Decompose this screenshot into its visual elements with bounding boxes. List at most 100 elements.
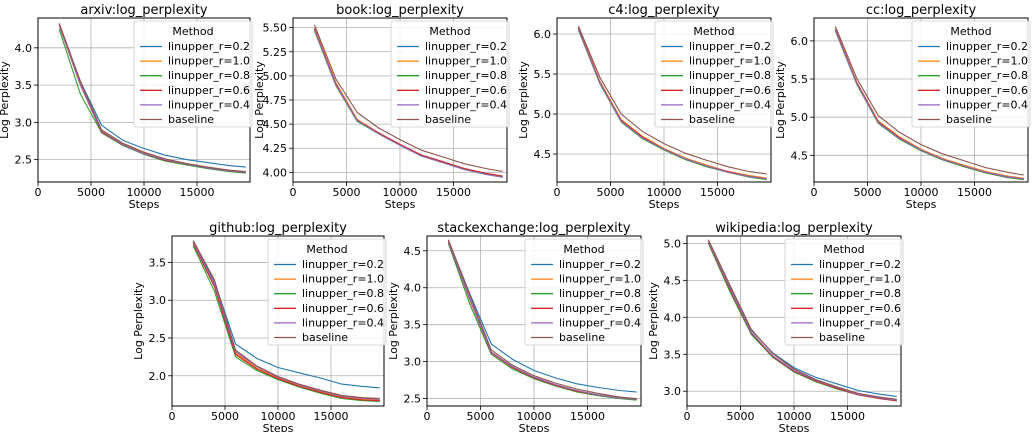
y-tick-label: 5.25 <box>263 46 288 59</box>
series-group <box>192 240 380 403</box>
x-tick-label: 5000 <box>333 186 361 199</box>
x-tick-label: 15000 <box>314 410 349 423</box>
legend-entry-label: linupper_r=0.4 <box>559 316 641 329</box>
y-tick-label: 4.25 <box>263 142 288 155</box>
series-line-5 <box>58 23 246 173</box>
legend-title: Method <box>429 25 470 38</box>
y-tick-label: 2.5 <box>404 393 422 406</box>
chart-title: wikipedia:log_perplexity <box>715 221 873 236</box>
x-tick-label: 5000 <box>727 410 755 423</box>
legend-entry-label: linupper_r=0.4 <box>819 316 901 329</box>
x-tick-label: 0 <box>811 186 818 199</box>
legend-entry-label: linupper_r=0.6 <box>946 84 1028 97</box>
legend-entry-label: linupper_r=0.4 <box>689 98 771 111</box>
legend-title: Method <box>950 25 991 38</box>
legend-entry-label: linupper_r=1.0 <box>946 55 1028 68</box>
legend: Method linupper_r=0.2 linupper_r=1.0linupp… <box>524 238 644 346</box>
series-line-4 <box>313 29 503 178</box>
legend-entry-label: linupper_r=0.8 <box>168 69 250 82</box>
y-axis-label: Log Perplexity <box>517 61 530 139</box>
legend-entry-label: linupper_r=0.8 <box>946 69 1028 82</box>
legend: Method linupper_r=0.2 linupper_r=1.0linupp… <box>911 20 1031 128</box>
legend-entry-label: linupper_r=0.2 <box>559 258 641 271</box>
x-tick-label: 0 <box>169 410 176 423</box>
x-tick-label: 15000 <box>957 186 992 199</box>
chart-title: cc:log_perplexity <box>866 3 977 18</box>
legend-box <box>911 20 1031 128</box>
y-tick-label: 5.5 <box>534 68 552 81</box>
series-line-4 <box>58 24 246 173</box>
y-tick-label: 5.50 <box>263 22 288 35</box>
y-tick-label: 5.00 <box>263 70 288 83</box>
legend-entry-label: linupper_r=1.0 <box>168 55 250 68</box>
legend-entry-label: linupper_r=0.2 <box>302 258 384 271</box>
legend-entry-label: linupper_r=0.8 <box>819 287 901 300</box>
legend: Method linupper_r=0.2 linupper_r=1.0linupp… <box>390 20 510 128</box>
x-axis-label: Steps <box>906 198 937 211</box>
chart-title: book:log_perplexity <box>336 3 464 18</box>
y-tick-label: 3.5 <box>149 256 167 269</box>
y-axis-label: Log Perplexity <box>774 61 787 139</box>
x-axis-label: Steps <box>385 198 416 211</box>
y-tick-label: 5.0 <box>791 111 809 124</box>
legend: Method linupper_r=0.2 linupper_r=1.0linupp… <box>784 238 904 346</box>
y-tick-label: 3.5 <box>15 79 33 92</box>
legend-entry-label: linupper_r=0.4 <box>946 98 1028 111</box>
legend-box <box>784 238 904 346</box>
legend-entry-label: baseline <box>946 113 992 126</box>
series-group <box>313 24 503 178</box>
x-tick-label: 10000 <box>127 186 162 199</box>
y-axis-label: Log Perplexity <box>253 61 266 139</box>
series-line-5 <box>577 25 767 175</box>
legend-entry-label: linupper_r=0.6 <box>559 302 641 315</box>
series-group <box>834 26 1024 181</box>
series-line-4 <box>577 28 767 180</box>
chart-panel-1: 0 5000 10000 15000 4.00 4.25 4.50 4.75 5.00 5.25 5… <box>253 3 510 211</box>
legend: Method linupper_r=0.2 linupper_r=1.0linupp… <box>267 238 387 346</box>
legend-entry-label: linupper_r=0.2 <box>689 40 771 53</box>
legend-title: Method <box>823 243 864 256</box>
y-tick-label: 4.5 <box>404 245 422 258</box>
legend-entry-label: linupper_r=1.0 <box>819 273 901 286</box>
y-tick-label: 3.0 <box>15 116 33 129</box>
x-axis-label: Steps <box>779 422 810 432</box>
chart-panel-6: 0 5000 10000 15000 3.0 3.5 4.0 4.5 5.0 wikipedia:… <box>647 221 904 432</box>
legend-entry-label: linupper_r=1.0 <box>559 273 641 286</box>
series-group <box>577 25 767 181</box>
y-tick-label: 5.0 <box>664 237 682 250</box>
legend-entry-label: baseline <box>425 113 471 126</box>
y-tick-label: 4.5 <box>534 148 552 161</box>
legend-entry-label: linupper_r=0.4 <box>168 98 250 111</box>
x-tick-label: 5000 <box>77 186 105 199</box>
x-tick-label: 10000 <box>777 410 812 423</box>
legend-entry-label: linupper_r=0.4 <box>425 98 507 111</box>
y-tick-label: 3.0 <box>149 294 167 307</box>
legend-title: Method <box>172 25 213 38</box>
legend-entry-label: linupper_r=0.8 <box>425 69 507 82</box>
x-tick-label: 5000 <box>597 186 625 199</box>
y-tick-label: 3.5 <box>664 348 682 361</box>
chart-panel-4: 0 5000 10000 15000 2.0 2.5 3.0 3.5 github:log_pe… <box>132 221 387 432</box>
series-line-2 <box>447 243 637 401</box>
legend-box <box>654 20 774 128</box>
y-tick-label: 2.5 <box>149 332 167 345</box>
x-tick-label: 15000 <box>830 410 865 423</box>
chart-title: c4:log_perplexity <box>608 3 720 18</box>
x-tick-label: 15000 <box>180 186 215 199</box>
x-axis-label: Steps <box>263 422 294 432</box>
series-line-5 <box>313 24 503 172</box>
y-tick-label: 5.0 <box>534 108 552 121</box>
chart-title: github:log_perplexity <box>209 221 347 236</box>
y-tick-label: 4.5 <box>664 274 682 287</box>
legend-entry-label: linupper_r=1.0 <box>302 273 384 286</box>
series-line-2 <box>58 29 246 174</box>
legend-entry-label: baseline <box>689 113 735 126</box>
x-tick-label: 10000 <box>517 410 552 423</box>
legend-entry-label: linupper_r=0.4 <box>302 316 384 329</box>
legend-box <box>267 238 387 346</box>
series-line-0 <box>447 240 637 393</box>
y-tick-label: 3.5 <box>404 319 422 332</box>
x-tick-label: 10000 <box>647 186 682 199</box>
x-tick-label: 5000 <box>854 186 882 199</box>
chart-title: arxiv:log_perplexity <box>80 3 208 18</box>
